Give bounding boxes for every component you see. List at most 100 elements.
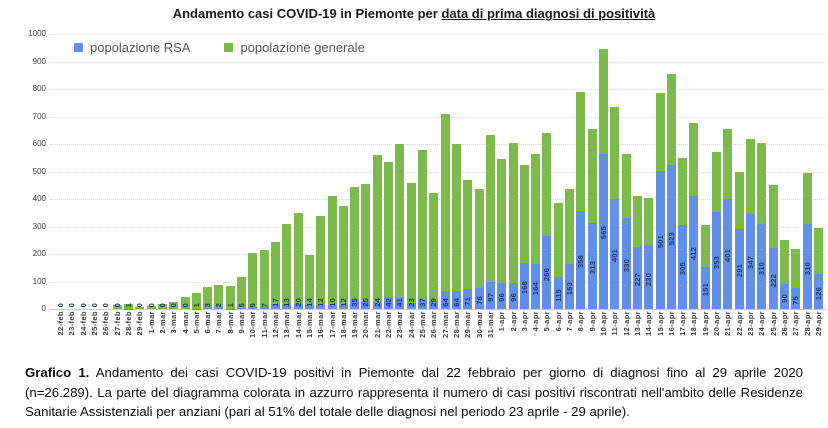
bar-value-label: 96 (497, 293, 507, 302)
bar-generale-segment (689, 123, 699, 196)
bar-value-label: 401 (723, 249, 733, 263)
bar-rsa-segment (451, 291, 461, 309)
x-tick-label: 29-apr (813, 311, 823, 336)
bar-value-label: 17 (271, 298, 281, 307)
bar-generale-segment (418, 149, 428, 299)
gridline-700 (50, 116, 826, 118)
bar-value-label: 313 (587, 261, 597, 275)
x-tick-label: 14-mar (293, 311, 303, 338)
x-tick-label: 24-feb (78, 311, 88, 336)
bar-value-label: 412 (689, 247, 699, 261)
bar-value-label: 227 (632, 272, 642, 287)
bar-rsa-segment (440, 291, 450, 309)
bar-value-label: 0 (78, 302, 88, 307)
bar-value-label: 0 (180, 302, 190, 307)
bar-value-label: 12 (338, 298, 348, 307)
bar-rsa-segment (700, 267, 710, 309)
bar-value-label: 266 (542, 267, 552, 281)
bar-rsa-segment (712, 211, 722, 309)
bar-generale-segment (644, 197, 654, 246)
bar-value-label: 310 (802, 261, 812, 275)
x-tick-label: 2-mar (157, 311, 167, 334)
bar-rsa-segment (519, 262, 529, 309)
y-tick-label-100: 100 (32, 276, 46, 286)
bar-rsa-segment (565, 264, 575, 309)
legend-label-rsa: popolazione RSA (90, 40, 191, 55)
x-tick-label: 3-mar (169, 311, 179, 334)
bar-generale-segment (598, 49, 608, 154)
bar-generale-segment (700, 225, 710, 268)
bar-generale-segment (565, 189, 575, 265)
bar-generale-segment (497, 159, 507, 283)
bar-rsa-segment (757, 223, 767, 309)
bar-value-label: 523 (666, 232, 676, 246)
bar-generale-segment (553, 203, 563, 278)
bar-rsa-segment (576, 210, 586, 309)
bar-value-label: 75 (791, 295, 801, 305)
bar-rsa-segment (655, 171, 665, 309)
x-tick-label: 22-mar (384, 311, 394, 338)
x-tick-label: 22-apr (734, 311, 744, 336)
x-tick-label: 10-mar (248, 311, 258, 338)
bar-value-label: 23 (406, 298, 416, 307)
bar-rsa-segment (745, 213, 755, 309)
x-tick-label: 26-apr (779, 311, 789, 336)
x-tick-label: 8-apr (576, 311, 586, 332)
x-tick-label: 6-apr (553, 311, 563, 332)
bar-generale-segment (655, 93, 665, 172)
bar-value-label: 358 (576, 254, 586, 269)
bar-generale-segment (112, 304, 122, 309)
bar-generale-segment (271, 241, 281, 305)
bar-rsa-segment (497, 282, 507, 309)
bar-rsa-segment (361, 302, 371, 309)
bar-rsa-segment (734, 228, 744, 309)
bar-generale-segment (791, 248, 801, 289)
legend: popolazione RSA popolazione generale (74, 40, 365, 55)
legend-item-generale: popolazione generale (224, 40, 365, 55)
bar-generale-segment (757, 142, 767, 224)
x-tick-label: 26-mar (429, 311, 439, 338)
x-tick-label: 12-apr (621, 311, 631, 336)
bar-rsa-segment (474, 288, 484, 309)
x-tick-label: 17-apr (678, 311, 688, 336)
bar-value-label: 24 (372, 298, 382, 307)
x-tick-label: 14-apr (644, 311, 654, 336)
bar-value-label: 501 (655, 235, 665, 249)
bar-generale-segment (124, 304, 133, 309)
x-tick-label: 31-mar (485, 311, 495, 338)
bar-generale-segment (350, 186, 360, 300)
x-tick-label: 1-apr (497, 311, 507, 332)
bar-value-label: 20 (293, 298, 303, 307)
bar-generale-segment (259, 249, 269, 308)
x-tick-label: 12-mar (271, 311, 281, 338)
legend-item-rsa: popolazione RSA (74, 40, 190, 55)
bar-generale-segment (734, 171, 744, 229)
bar-value-label: 29 (429, 298, 439, 307)
bar-value-label: 330 (621, 258, 631, 272)
bar-rsa-segment (338, 305, 348, 309)
generale-color-swatch (224, 43, 234, 52)
bar-value-label: 0 (146, 302, 156, 307)
x-tick-label: 16-mar (316, 311, 326, 338)
x-tick-label: 23-apr (745, 311, 755, 336)
bar-generale-segment (237, 277, 247, 308)
bar-generale-segment (338, 205, 348, 306)
bar-value-label: 13 (282, 298, 292, 307)
bar-rsa-segment (395, 297, 405, 309)
bar-rsa-segment (678, 225, 688, 309)
bar-rsa-segment (271, 304, 281, 309)
x-tick-label: 28-feb (124, 311, 133, 336)
bar-value-label: 90 (779, 293, 789, 303)
bar-generale-segment (203, 287, 213, 309)
bar-value-label: 41 (395, 298, 405, 307)
y-tick-label-400: 400 (32, 194, 46, 203)
x-tick-label: 9-mar (237, 311, 247, 334)
bar-value-label: 71 (463, 296, 473, 306)
bar-rsa-segment (542, 235, 552, 309)
bar-rsa-segment (485, 282, 495, 309)
bar-generale-segment (191, 293, 201, 309)
bar-rsa-segment (429, 301, 439, 309)
bar-value-label: 7 (259, 302, 269, 307)
bar-rsa-segment (791, 288, 801, 309)
figure-caption-prefix: Grafico 1. (25, 365, 90, 380)
